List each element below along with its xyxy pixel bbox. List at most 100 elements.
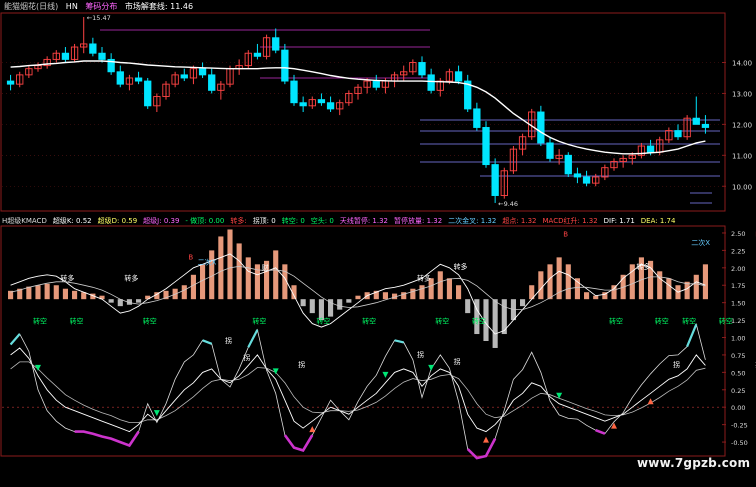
down-arrow-icon <box>35 364 41 371</box>
candle <box>692 96 700 125</box>
candle-body <box>107 58 115 73</box>
candle-body <box>162 83 170 97</box>
candle <box>372 74 380 91</box>
indicator-value-1: 超级K: 0.52 <box>52 217 92 225</box>
dea-line <box>10 265 706 310</box>
candle-body <box>601 167 609 178</box>
indicator-annotation: 转多 <box>417 273 431 282</box>
indicator-annotation: 转空 <box>472 317 486 326</box>
candle-body <box>6 80 15 85</box>
candle <box>107 53 115 75</box>
macd-bar <box>99 295 105 300</box>
candle-body <box>400 71 408 76</box>
indicator-tick-label: -0.50 <box>731 439 748 447</box>
candle <box>701 115 710 134</box>
macd-bar <box>492 299 498 348</box>
indicator-tick-label: 2.25 <box>731 247 745 255</box>
macd-bar <box>465 299 471 314</box>
candle <box>564 152 572 177</box>
macd-bar <box>90 293 96 300</box>
candle-body <box>628 154 636 159</box>
candle <box>61 47 70 63</box>
macd-bar <box>602 292 608 300</box>
candle-body <box>244 52 252 67</box>
candle <box>25 65 33 78</box>
candle <box>509 146 518 174</box>
price-tick-label: 10.00 <box>732 183 752 191</box>
candle <box>482 121 490 168</box>
macd-bar <box>520 299 526 307</box>
macd-bar <box>136 299 142 303</box>
macd-bar <box>108 299 114 303</box>
indicator-value-7: 转空: 0 <box>281 217 305 225</box>
chart-header: 能猫烟花(日线) HN 筹码分布 市场解套线: 11.46 <box>4 1 198 12</box>
macd-bar <box>638 257 644 300</box>
down-arrow-icon <box>153 410 160 417</box>
candle <box>70 43 79 63</box>
candle <box>637 142 646 159</box>
macd-bar <box>538 271 544 300</box>
hn-label: HN <box>65 2 78 11</box>
macd-bar <box>346 299 352 303</box>
candle-body <box>16 74 24 85</box>
candle <box>592 173 600 187</box>
candle <box>674 124 682 140</box>
indicator-annotation: 拐 <box>243 353 250 362</box>
macd-bar <box>483 299 489 341</box>
macd-bar <box>62 288 68 300</box>
macd-bar <box>446 278 452 300</box>
dif-line <box>10 253 706 335</box>
candle <box>418 56 426 78</box>
candle-body <box>546 142 554 159</box>
macd-bar <box>593 295 599 300</box>
indicator-value-4: - 做顶: 0.00 <box>185 217 225 225</box>
chip-distribution-link[interactable]: 筹码分布 <box>85 2 118 11</box>
indicator-annotation: 二次X <box>691 238 710 247</box>
macd-bar <box>584 292 590 300</box>
macd-bar <box>318 299 324 321</box>
candle-body <box>692 117 700 125</box>
candle-body <box>619 157 627 162</box>
macd-bar <box>456 285 462 300</box>
macd-bar <box>611 285 617 300</box>
candle-body <box>180 74 188 79</box>
candle-body <box>262 37 271 57</box>
macd-bar <box>209 250 215 300</box>
down-arrow-icon <box>272 368 279 375</box>
candle-body <box>116 71 124 85</box>
macd-bar <box>300 299 306 307</box>
indicator-tick-label: 1.50 <box>731 300 745 308</box>
candle-body <box>43 58 51 67</box>
macd-bar <box>309 299 315 314</box>
candle <box>290 74 298 106</box>
indicator-annotation: 转多 <box>60 273 74 282</box>
candle <box>354 84 362 100</box>
macd-bar <box>337 299 343 310</box>
macd-bar <box>117 299 123 307</box>
indicator-annotation: 转空 <box>33 317 47 326</box>
price-tick-label: 12.00 <box>732 121 752 129</box>
macd-bar <box>410 288 416 300</box>
stock-name: 能猫烟花(日线) <box>4 2 59 11</box>
macd-bar <box>648 260 654 300</box>
indicator-annotation: 转多 <box>454 262 468 271</box>
indicator-annotation: 转多 <box>636 262 650 271</box>
candle <box>144 77 152 109</box>
candle <box>116 65 124 88</box>
candle <box>208 68 216 94</box>
candle <box>281 43 289 85</box>
indicator-annotation: 拐 <box>417 350 424 359</box>
down-arrow-icon <box>382 371 389 378</box>
candle <box>235 59 243 75</box>
candle-body <box>500 170 508 196</box>
candle-body <box>52 52 60 60</box>
j-overbought-highlight <box>9 323 698 348</box>
price-tick-label: 14.00 <box>732 60 752 68</box>
candle-body <box>290 80 298 104</box>
candle-body <box>592 176 600 184</box>
candle-body <box>573 173 582 178</box>
indicator-annotation: 拐 <box>454 357 461 366</box>
indicator-tick-label: 0.00 <box>731 404 745 412</box>
candle <box>180 68 188 82</box>
candle <box>153 93 161 112</box>
